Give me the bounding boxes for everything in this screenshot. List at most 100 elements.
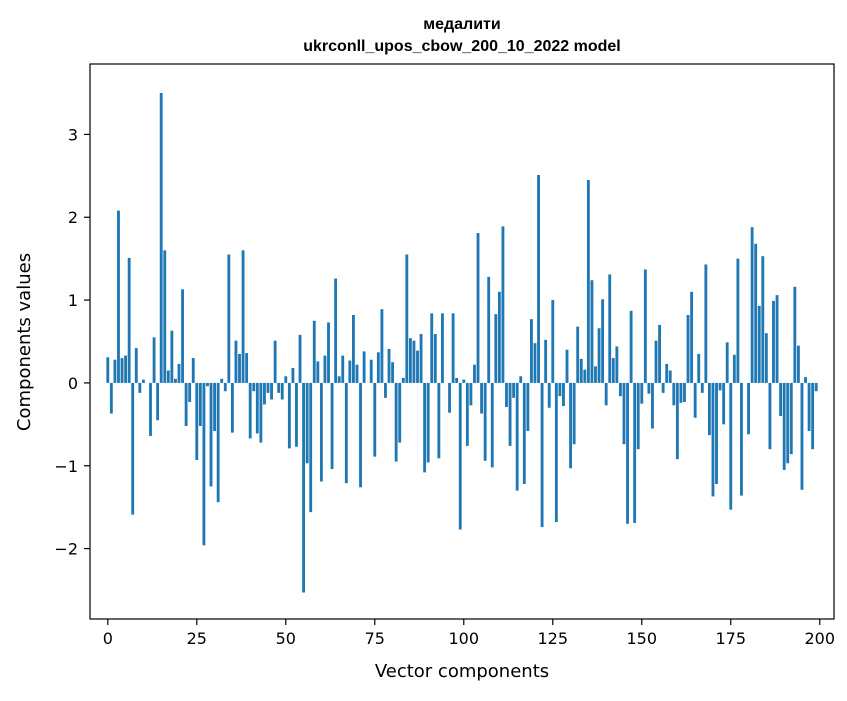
bar-36	[235, 341, 238, 383]
bar-86	[413, 341, 416, 383]
bar-167	[701, 383, 704, 393]
x-tick-label: 100	[449, 629, 480, 648]
bar-44	[263, 383, 266, 405]
bar-116	[519, 376, 522, 383]
bar-128	[562, 383, 565, 406]
bar-109	[494, 314, 497, 383]
bar-92	[434, 334, 437, 383]
bar-192	[790, 383, 793, 454]
bar-103	[473, 365, 476, 383]
bar-84	[405, 255, 408, 383]
bar-23	[188, 383, 191, 402]
bar-129	[566, 350, 569, 383]
chart-title: медалити	[423, 16, 500, 33]
bar-140	[605, 383, 608, 405]
plot-area-frame	[90, 64, 834, 619]
bar-66	[341, 356, 344, 383]
bar-104	[477, 233, 480, 383]
bar-54	[299, 335, 302, 383]
bar-155	[658, 325, 661, 383]
bar-30	[213, 383, 216, 431]
bar-5	[124, 356, 127, 383]
bar-78	[384, 383, 387, 398]
bar-112	[505, 383, 508, 407]
bar-162	[683, 383, 686, 402]
bar-57	[309, 383, 312, 512]
bar-22	[185, 383, 188, 426]
bar-180	[747, 383, 750, 434]
bar-10	[142, 380, 145, 383]
bar-51	[288, 383, 291, 448]
y-axis-label: Components values	[14, 253, 35, 431]
bar-99	[459, 383, 462, 530]
bar-89	[423, 383, 426, 472]
bar-150	[640, 383, 643, 404]
bar-114	[512, 383, 515, 398]
bar-143	[615, 346, 618, 382]
bar-65	[338, 376, 341, 383]
bar-160	[676, 383, 679, 459]
bar-111	[502, 226, 505, 383]
bar-119	[530, 319, 533, 383]
x-tick-label: 25	[187, 629, 207, 648]
bar-151	[644, 269, 647, 382]
bar-12	[149, 383, 152, 436]
bar-1	[110, 383, 113, 414]
bar-189	[779, 383, 782, 416]
bar-137	[594, 366, 597, 383]
bar-113	[509, 383, 512, 446]
y-tick-label: 2	[68, 208, 78, 227]
x-tick-label: 50	[276, 629, 296, 648]
bar-33	[224, 383, 227, 391]
bar-171	[715, 383, 718, 484]
bar-157	[665, 364, 668, 383]
bar-115	[516, 383, 519, 491]
bar-194	[797, 346, 800, 383]
bar-131	[573, 383, 576, 444]
bar-105	[480, 383, 483, 414]
bar-110	[498, 292, 501, 383]
bar-21	[181, 289, 184, 383]
bar-37	[238, 354, 241, 383]
bar-62	[327, 322, 330, 382]
bar-59	[316, 361, 319, 383]
bar-83	[402, 378, 405, 383]
bars-group	[106, 93, 817, 593]
bar-4	[121, 358, 124, 383]
bar-97	[452, 313, 455, 383]
bar-117	[523, 383, 526, 484]
bar-90	[427, 383, 430, 463]
x-tick-label: 125	[538, 629, 569, 648]
bar-13	[153, 337, 156, 383]
bar-60	[320, 383, 323, 482]
bar-198	[811, 383, 814, 449]
bar-108	[491, 383, 494, 467]
bar-161	[680, 383, 683, 403]
bar-124	[548, 383, 551, 408]
bar-76	[377, 352, 380, 383]
x-axis-label: Vector components	[375, 661, 549, 682]
bar-168	[704, 264, 707, 382]
bar-186	[769, 383, 772, 449]
bar-81	[395, 383, 398, 462]
bar-2	[113, 360, 116, 383]
bar-6	[128, 258, 131, 383]
bar-125	[551, 300, 554, 383]
bar-134	[583, 370, 586, 383]
bar-68	[348, 361, 351, 383]
bar-172	[719, 383, 722, 390]
bar-29	[210, 383, 213, 487]
bar-71	[359, 383, 362, 487]
bar-146	[626, 383, 629, 524]
bar-35	[231, 383, 234, 433]
bar-196	[804, 377, 807, 383]
bar-191	[786, 383, 789, 463]
x-tick-label: 175	[715, 629, 746, 648]
bar-159	[672, 383, 675, 405]
bar-166	[697, 354, 700, 383]
bar-32	[220, 379, 223, 383]
bar-98	[455, 378, 458, 383]
bar-132	[576, 327, 579, 383]
